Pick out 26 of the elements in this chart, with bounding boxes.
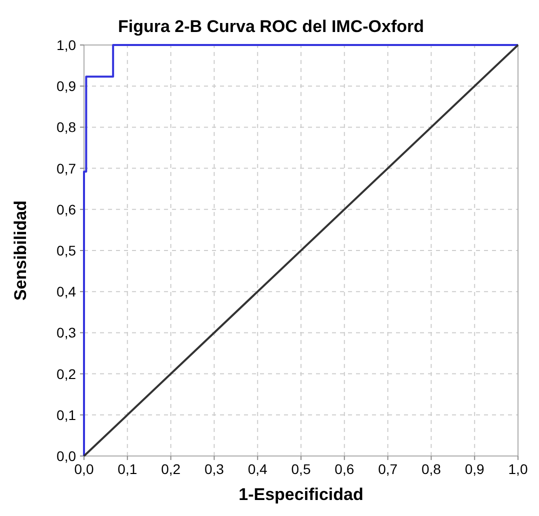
y-tick-label: 0,1 — [56, 406, 76, 423]
y-tick-label: 0,8 — [56, 119, 76, 136]
y-tick-label: 0,4 — [56, 284, 76, 300]
x-tick-label: 0,0 — [74, 461, 94, 477]
y-axis-title: Sensibilidad — [11, 200, 30, 301]
y-tick-label: 0,0 — [56, 448, 76, 464]
x-tick-label: 1,0 — [508, 461, 528, 477]
chart-title: Figura 2-B Curva ROC del IMC-Oxford — [118, 17, 424, 36]
x-tick-label: 0,9 — [464, 461, 485, 477]
y-tick-label: 0,6 — [56, 201, 76, 218]
y-tick-label: 0,3 — [56, 324, 76, 341]
x-tick-label: 0,4 — [248, 461, 268, 477]
y-tick-label: 0,9 — [56, 78, 76, 94]
y-tick-label: 0,2 — [56, 366, 76, 382]
x-tick-label: 0,1 — [118, 461, 138, 477]
x-tick-label: 0,2 — [161, 461, 181, 477]
x-tick-label: 0,5 — [291, 461, 311, 477]
x-tick-label: 0,3 — [204, 461, 224, 477]
y-tick-label: 0,5 — [56, 242, 76, 258]
x-axis-title: 1-Especificidad — [238, 485, 364, 504]
y-tick-label: 0,7 — [56, 160, 76, 176]
x-tick-label: 0,7 — [378, 461, 398, 477]
line-series — [83, 44, 519, 457]
x-tick-label: 0,6 — [334, 461, 354, 477]
x-tick-label: 0,8 — [421, 461, 442, 477]
y-tick-label: 1,0 — [56, 37, 76, 53]
